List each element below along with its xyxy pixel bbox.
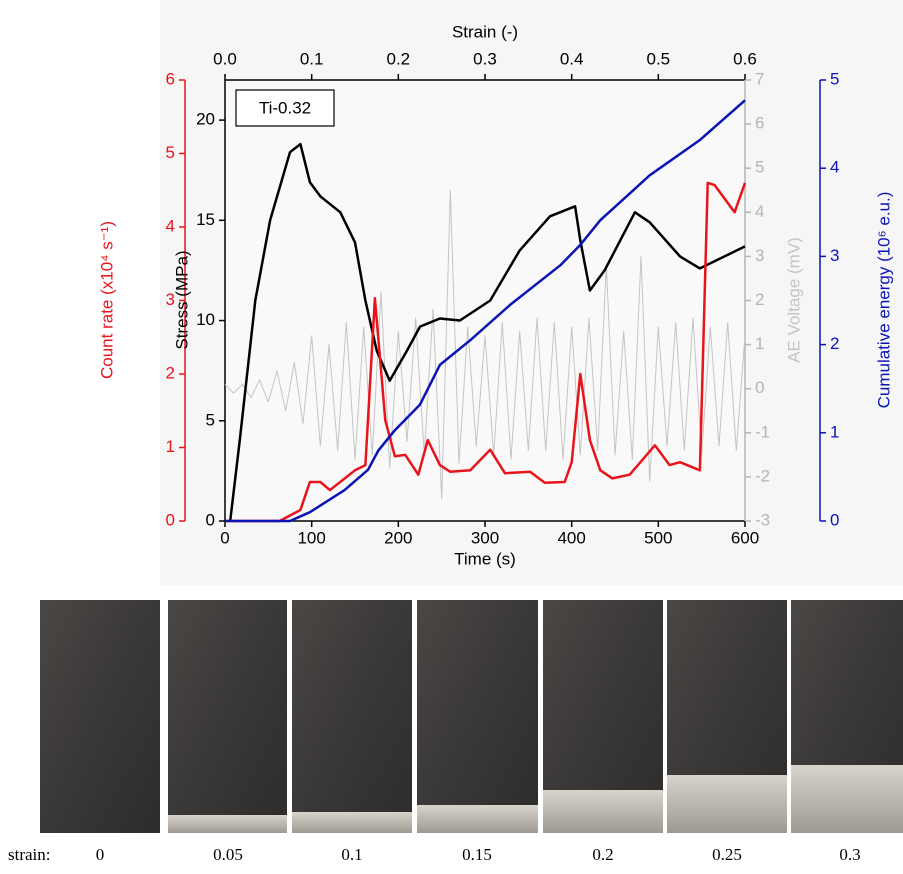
photo [417,600,538,833]
strain-value: 0.3 [839,845,860,864]
annotation-box [235,89,335,127]
photo-plate [543,790,663,833]
strain-value: 0.05 [213,845,243,864]
series-line [224,189,746,500]
y2-tick-label: 6 [166,69,175,88]
y4-tick-label: 5 [830,69,839,88]
photo-plate [667,775,787,833]
x-tick-label: 500 [644,528,672,547]
strain-value: 0.1 [341,845,362,864]
y2-tick-label: 2 [166,363,175,382]
photo [168,600,287,833]
strain-value: 0.25 [712,845,742,864]
strain-label: strain: [8,845,51,864]
x2-tick-label: 0.4 [560,49,584,68]
y4-axis-title: Cumulative energy (10⁶ e.u.) [874,192,893,409]
y2-tick-label: 1 [166,437,175,456]
x2-tick-label: 0.2 [387,49,411,68]
y-tick-label: 5 [206,410,215,429]
y3-tick-label: 3 [755,246,764,265]
y3-tick-label: 4 [755,202,764,221]
strain-value: 0.2 [592,845,613,864]
x2-tick-label: 0.0 [213,49,237,68]
y2-tick-label: 0 [166,510,175,529]
x2-tick-label: 0.3 [473,49,497,68]
y-tick-label: 10 [196,310,215,329]
photo-plate [168,815,287,833]
x-tick-label: 200 [384,528,412,547]
y2-tick-label: 3 [166,290,175,309]
y3-tick-label: 7 [755,69,764,88]
annotation: Ti-0.32 [259,98,311,117]
y4-tick-label: 2 [830,334,839,353]
x-tick-label: 600 [731,528,759,547]
photo [292,600,412,833]
y3-tick-label: -3 [755,510,770,529]
photo [40,600,160,833]
y-axis-title: Stress (MPa) [172,250,191,349]
photo-plate [292,812,412,833]
x2-tick-label: 0.5 [647,49,671,68]
y4-tick-label: 3 [830,246,839,265]
x-tick-label: 300 [471,528,499,547]
x-tick-label: 0 [220,528,229,547]
x2-tick-label: 0.6 [733,49,757,68]
y3-tick-label: 1 [755,334,764,353]
x-tick-label: 100 [297,528,325,547]
y-tick-label: 20 [196,110,215,129]
series-line [228,142,746,522]
strain-value: 0.15 [462,845,492,864]
x-axis-title: Time (s) [454,549,516,568]
y3-tick-label: 5 [755,158,764,177]
photo-plate [791,765,903,833]
y3-tick-label: 2 [755,290,764,309]
y3-tick-label: -2 [755,466,770,485]
x-tick-label: 400 [557,528,585,547]
series-line [225,181,747,523]
y4-tick-label: 4 [830,158,839,177]
photo-strip: strain: [8,600,903,864]
y3-tick-label: 6 [755,114,764,133]
strain-value: 0 [96,845,105,864]
y3-tick-label: -1 [755,422,770,441]
x2-axis-title: Strain (-) [452,22,518,41]
y-tick-label: 0 [206,510,215,529]
y4-tick-label: 0 [830,510,839,529]
y4-tick-label: 1 [830,422,839,441]
y2-tick-label: 4 [166,216,175,235]
y3-axis-title: AE Voltage (mV) [784,237,803,363]
series-line [225,99,746,523]
x2-tick-label: 0.1 [300,49,324,68]
y2-tick-label: 5 [166,143,175,162]
y-tick-label: 15 [196,210,215,229]
photo-plate [417,805,538,833]
plot-frame [224,79,746,522]
y3-tick-label: 0 [755,378,764,397]
y2-axis-title: Count rate (x10⁴ s⁻¹) [97,221,116,379]
